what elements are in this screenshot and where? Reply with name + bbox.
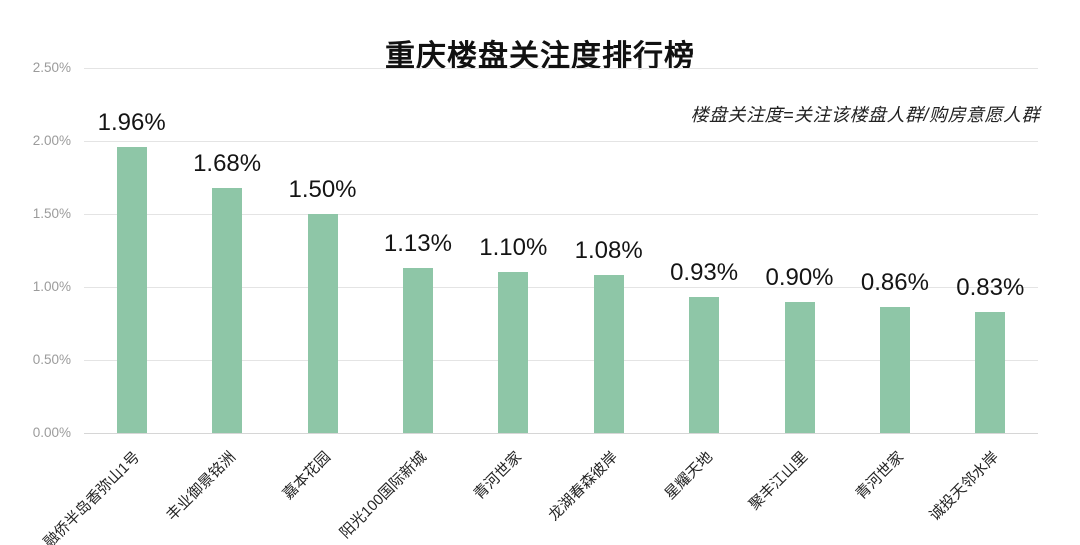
x-axis-label: 龙湖春森彼岸 <box>545 448 621 525</box>
bar-2 <box>212 187 243 433</box>
y-axis-tick-label: 0.00% <box>32 425 71 440</box>
chart-title: 重庆楼盘关注度排行榜 <box>385 40 695 73</box>
x-axis-label: 青河世家 <box>852 448 907 503</box>
bar-4 <box>402 268 433 433</box>
bar-6 <box>593 275 624 433</box>
bar-value-label: 0.83% <box>956 273 1025 301</box>
chart-subtitle: 楼盘关注度=关注该楼盘人群/购房意愿人群 <box>690 105 1040 125</box>
x-axis-label: 融侨半岛香弥山1号 <box>40 448 144 545</box>
x-axis-label: 星耀天地 <box>661 448 717 503</box>
x-axis-label: 聚丰江山里 <box>746 448 812 514</box>
bar-9 <box>879 307 910 433</box>
gridline <box>84 287 1038 288</box>
x-axis-label: 丰业御景铭洲 <box>163 448 240 525</box>
x-axis-label: 嘉本花园 <box>280 448 335 503</box>
gridline <box>84 141 1038 142</box>
bar-value-label: 1.68% <box>193 149 262 177</box>
x-axis-line <box>84 433 1038 434</box>
gridline <box>84 214 1038 215</box>
y-axis-tick-label: 2.00% <box>32 133 71 148</box>
y-axis-tick-label: 1.50% <box>32 206 71 221</box>
y-axis-tick-label: 1.00% <box>32 279 71 294</box>
x-axis-label: 青河世家 <box>470 448 526 503</box>
bar-value-label: 1.10% <box>479 234 548 262</box>
bar-value-label: 0.86% <box>860 269 929 297</box>
bar-value-label: 1.08% <box>574 237 643 265</box>
bar-value-label: 1.50% <box>288 176 357 203</box>
bar-5 <box>498 272 529 433</box>
y-axis-tick-label: 0.50% <box>32 352 71 367</box>
bar-value-label: 1.13% <box>383 230 452 258</box>
y-axis-tick-label: 2.50% <box>32 60 71 75</box>
x-axis-label: 诚投天邻水岸 <box>926 448 1003 525</box>
bar-value-label: 0.90% <box>765 263 834 291</box>
gridline <box>84 360 1038 361</box>
x-axis-label: 阳光100国际新城 <box>336 448 430 542</box>
bar-10 <box>975 311 1006 433</box>
bar-3 <box>307 214 338 433</box>
bar-value-label: 1.96% <box>97 108 166 136</box>
bar-8 <box>784 301 815 433</box>
bar-7 <box>689 297 720 433</box>
bar-value-label: 0.93% <box>670 259 739 287</box>
bar-1 <box>116 146 147 433</box>
gridline <box>84 68 1038 69</box>
